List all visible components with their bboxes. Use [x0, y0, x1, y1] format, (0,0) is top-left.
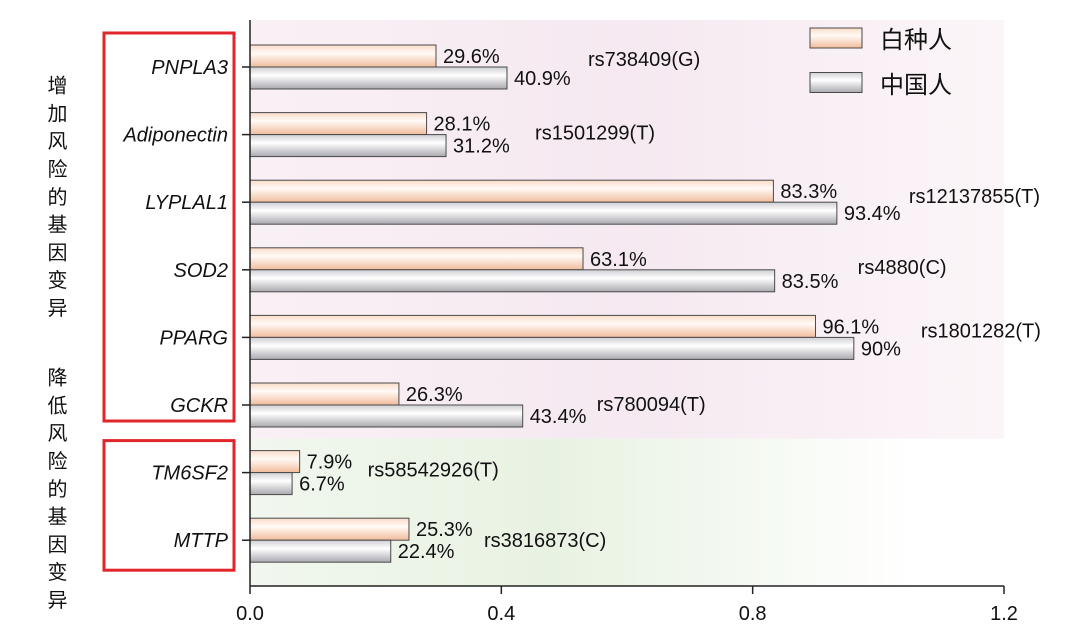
bar-s1-pparg [249, 336, 855, 360]
variant-label: rs780094(T) [597, 394, 706, 416]
group-background-0 [251, 20, 1004, 439]
value-label: 29.6% [443, 46, 500, 68]
bar-s0-mttp [249, 517, 410, 541]
variant-label: rs1801282(T) [921, 320, 1041, 342]
x-tick-label: 1.2 [990, 603, 1018, 625]
value-label: 28.1% [434, 114, 491, 136]
category-label-pparg: PPARG [159, 327, 228, 349]
bar-s0-tm6sf2 [249, 450, 301, 474]
value-label: 31.2% [453, 136, 510, 158]
bar-s1-sod2 [249, 269, 776, 293]
bar-s0-pparg [249, 314, 816, 338]
variant-label: rs1501299(T) [535, 123, 655, 145]
value-label: 25.3% [416, 519, 473, 541]
variant-label: rs4880(C) [858, 257, 947, 279]
bar-s0-gckr [249, 382, 400, 406]
category-label-sod2: SOD2 [174, 260, 228, 282]
value-label: 96.1% [823, 316, 880, 338]
axes [242, 20, 1005, 594]
value-label: 6.7% [299, 474, 345, 496]
x-tick-label: 0.8 [739, 603, 767, 625]
value-label: 93.4% [844, 203, 901, 225]
legend-label-0: 白种人 [880, 27, 952, 54]
legend-swatch-0 [809, 27, 863, 49]
group-box-0 [102, 31, 236, 423]
value-label: 7.9% [307, 452, 353, 474]
value-label: 43.4% [530, 406, 587, 428]
group-box-1 [102, 439, 236, 572]
bar-s0-adiponectin [249, 112, 428, 136]
group-background-1 [251, 438, 1004, 586]
bar-s1-tm6sf2 [249, 472, 293, 496]
variant-label: rs3816873(C) [484, 530, 606, 552]
x-tick-label: 0.4 [487, 603, 515, 625]
variant-label: rs58542926(T) [368, 460, 499, 482]
bar-s1-pnpla3 [249, 66, 508, 90]
variant-label: rs12137855(T) [909, 186, 1040, 208]
chart-labels: 29.6% 28.1% 83.3% 63.1% 96.1% 26.3% 7.9% 25.3% 4… [122, 46, 1040, 625]
category-label-adiponectin: Adiponectin [122, 125, 228, 147]
value-label: 40.9% [514, 68, 571, 90]
variant-label: rs738409(G) [588, 49, 700, 71]
bar-s0-sod2 [249, 247, 584, 271]
legend-swatch-1 [809, 72, 863, 93]
category-label-mttp: MTTP [174, 530, 229, 552]
value-label: 26.3% [406, 384, 463, 406]
category-label-lyplal1: LYPLAL1 [145, 192, 228, 214]
bar-s1-mttp [249, 539, 392, 563]
value-label: 22.4% [398, 541, 455, 563]
value-label: 83.3% [780, 181, 837, 203]
value-label: 83.5% [782, 271, 839, 293]
bars [249, 44, 855, 563]
legend-label-1: 中国人 [880, 72, 952, 99]
group-label-decrease-risk: 降低风险的基因变异 [44, 367, 66, 618]
bar-s1-lyplal1 [249, 201, 838, 225]
bar-s0-pnpla3 [249, 44, 437, 68]
category-label-pnpla3: PNPLA3 [151, 57, 228, 79]
category-label-gckr: GCKR [170, 395, 228, 417]
group-boxes [102, 31, 236, 572]
bar-s1-gckr [249, 404, 524, 428]
bar-s1-adiponectin [249, 134, 447, 158]
category-label-tm6sf2: TM6SF2 [151, 463, 228, 485]
group-label-increase-risk: 增加风险的基因变异 [44, 75, 66, 326]
plot-background [251, 20, 1004, 586]
value-label: 63.1% [590, 249, 647, 271]
x-tick-label: 0.0 [236, 603, 264, 625]
value-label: 90% [861, 338, 901, 360]
bar-s0-lyplal1 [249, 179, 774, 203]
